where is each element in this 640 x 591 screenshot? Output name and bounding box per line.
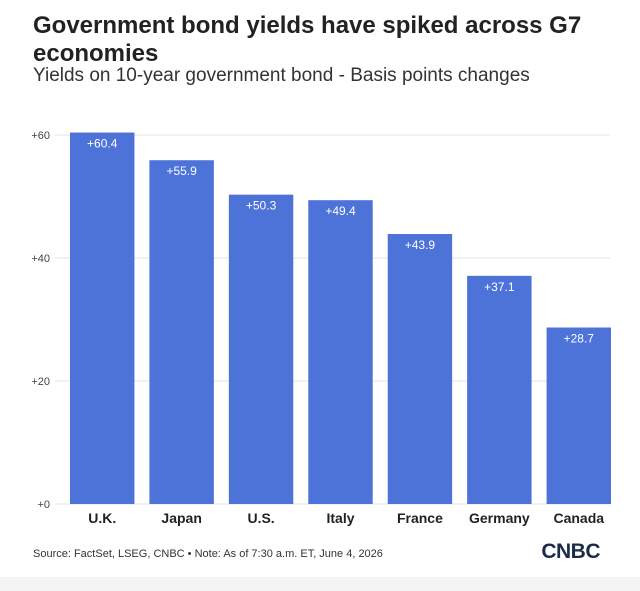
y-tick-label: +20 [31,376,50,388]
source-note: Source: FactSet, LSEG, CNBC • Note: As o… [33,548,383,560]
x-category-label: Japan [161,510,201,526]
x-category-label: U.K. [88,510,116,526]
bar-data-label: +49.4 [325,204,356,218]
bar [308,200,373,504]
x-category-label: France [397,510,443,526]
chart-title: Government bond yields have spiked acros… [33,12,582,67]
x-category-label: Germany [469,510,530,526]
x-category-label: Italy [326,510,354,526]
y-tick-label: +0 [37,499,50,511]
bar-data-label: +60.4 [87,137,118,151]
bar [387,234,453,504]
bar [546,327,611,504]
x-category-label: U.S. [247,510,274,526]
bar-data-label: +43.9 [405,238,436,252]
bottom-bar [0,577,640,591]
y-tick-label: +40 [31,253,50,265]
bar-data-label: +50.3 [246,199,277,213]
bar-data-label: +28.7 [564,331,595,345]
bar-data-label: +55.9 [166,164,197,178]
bar-chart: +0 +20 +40 +60 +60.4 U.K. +55.9 Japan +50.3 U.S. +… [31,130,611,526]
bar-data-label: +37.1 [484,280,515,294]
cnbc-logo: CNBC [541,540,600,563]
y-tick-label: +60 [31,130,50,142]
x-category-label: Canada [553,510,604,526]
bar [228,194,294,504]
chart-subtitle: Yields on 10-year government bond - Basi… [33,65,530,86]
bar [467,275,532,504]
bar [149,160,214,504]
bar [70,132,135,504]
